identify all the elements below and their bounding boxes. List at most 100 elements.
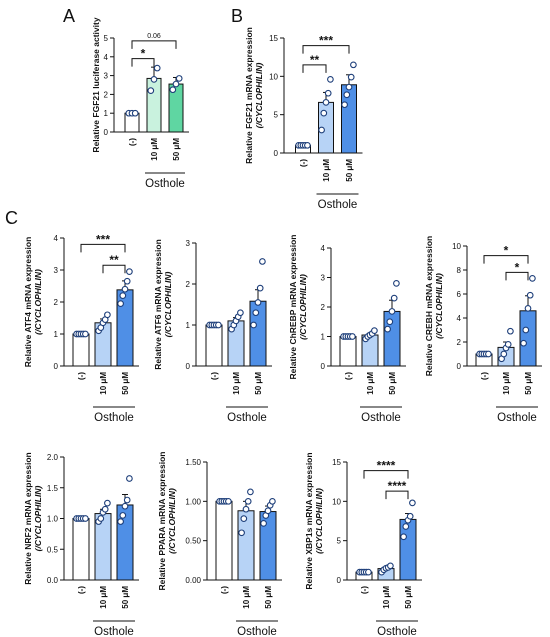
group-label-osthole: Osthole xyxy=(94,412,134,424)
x-tick-label: 50 μM xyxy=(172,138,181,161)
y-tick-label: 3 xyxy=(321,274,326,283)
data-point xyxy=(349,333,356,340)
x-tick-label: (-) xyxy=(77,586,86,594)
significance-label: **** xyxy=(377,459,396,473)
group-label-osthole: Osthole xyxy=(227,412,267,424)
significance-label: ** xyxy=(310,53,320,67)
y-tick-label: 1.00 xyxy=(185,497,201,506)
y-axis-title: Relative XBP1s mRNA expression xyxy=(304,452,314,589)
y-axis-title: Relative ATF6 mRNA expression xyxy=(153,239,163,370)
data-point xyxy=(121,502,129,510)
data-point xyxy=(400,533,407,541)
y-tick-label: 3 xyxy=(54,266,59,275)
bar xyxy=(146,77,162,133)
chart-c-nrf2: 0.0 0.5 1.0 1.5 2.0 Relative NRF2 mRNA expres… xyxy=(23,452,139,637)
y-axis-title: Relative CREBH mRNA expression xyxy=(424,236,434,376)
y-axis-title-normalizer: (/CYCLOPHILIN) xyxy=(33,269,43,335)
y-tick-label: 0 xyxy=(54,362,59,371)
y-tick-label: 1 xyxy=(186,321,191,330)
y-axis-title: Relative ChREBP mRNA expression xyxy=(288,234,298,379)
significance-bracket xyxy=(131,58,155,67)
panel-label-C: C xyxy=(5,208,18,228)
x-tick-label: 50 μM xyxy=(264,586,273,609)
y-tick-label: 0 xyxy=(274,149,279,158)
x-tick-label: (-) xyxy=(128,138,137,146)
data-point xyxy=(365,568,372,576)
group-label-osthole: Osthole xyxy=(94,626,134,637)
data-point xyxy=(82,330,89,338)
y-tick-label: 0 xyxy=(457,362,462,371)
data-point xyxy=(119,292,127,299)
x-tick-label: (-) xyxy=(210,372,219,380)
y-tick-label: 1 xyxy=(54,330,59,339)
y-tick-label: 0.50 xyxy=(185,537,201,546)
x-tick-label: 10 μM xyxy=(232,372,241,395)
significance-bracket xyxy=(505,271,529,281)
significance-label: 0.06 xyxy=(147,33,161,40)
y-tick-label: 1.5 xyxy=(47,484,59,493)
data-point xyxy=(269,497,276,505)
data-point xyxy=(322,99,330,106)
y-tick-label: 10 xyxy=(332,497,341,506)
significance-label: * xyxy=(515,260,520,274)
data-point xyxy=(350,61,357,69)
data-point xyxy=(386,318,394,326)
y-tick-label: 2 xyxy=(321,303,326,312)
x-tick-label: 10 μM xyxy=(99,586,108,609)
chart-c-crebh: 0 2 4 6 8 10 Relative CREBH mRNA expression (/C… xyxy=(424,236,542,424)
data-point xyxy=(388,308,396,315)
y-tick-label: 10 xyxy=(269,72,278,81)
bar xyxy=(215,500,233,581)
data-point xyxy=(526,291,534,299)
data-point xyxy=(250,321,257,329)
data-point xyxy=(264,507,272,515)
panel-label-A: A xyxy=(63,6,75,26)
data-point xyxy=(215,321,222,329)
x-tick-label: 10 μM xyxy=(150,138,159,161)
x-tick-label: (-) xyxy=(480,372,489,380)
x-tick-label: 50 μM xyxy=(254,372,263,395)
x-tick-label: 50 μM xyxy=(121,372,130,395)
data-point xyxy=(82,515,89,522)
y-axis-title-normalizer: (/CYCLOPHILIN) xyxy=(434,273,444,339)
significance-label: *** xyxy=(319,34,333,48)
y-tick-label: 2 xyxy=(186,280,191,289)
data-point xyxy=(252,309,260,317)
data-point xyxy=(123,496,131,504)
group-label-osthole: Osthole xyxy=(145,178,185,190)
data-point xyxy=(242,505,250,513)
data-point xyxy=(259,258,266,265)
data-point xyxy=(175,75,183,82)
data-point xyxy=(123,277,131,285)
data-point xyxy=(522,326,530,334)
x-tick-label: 10 μM xyxy=(242,586,251,609)
y-tick-label: 4 xyxy=(104,53,109,62)
x-tick-label: (-) xyxy=(299,159,308,167)
data-point xyxy=(324,89,332,97)
x-tick-label: 50 μM xyxy=(121,586,130,609)
data-point xyxy=(345,83,353,91)
y-axis-title-normalizer: (/CYCLOPHILIN) xyxy=(298,274,308,340)
significance-label: * xyxy=(141,47,146,61)
y-tick-label: 1.50 xyxy=(185,458,201,467)
bar xyxy=(519,310,537,367)
significance-label: **** xyxy=(388,479,407,493)
data-point xyxy=(238,529,245,537)
chart-c-atf6: 0 1 2 3 Relative ATF6 mRNA expression (/CYCLO… xyxy=(153,239,272,424)
data-point xyxy=(117,300,124,307)
chart-c-atf4: 0 1 2 3 4 Relative ATF4 mRNA expression (/CYCL… xyxy=(23,232,139,424)
y-tick-label: 0 xyxy=(321,362,326,371)
group-label-osthole: Osthole xyxy=(361,412,401,424)
y-tick-label: 8 xyxy=(457,266,462,275)
y-tick-label: 0 xyxy=(337,576,342,585)
data-point xyxy=(237,309,244,317)
chart-c-xbp1s: 0 5 10 15 Relative XBP1s mRNA expression (/CY… xyxy=(304,452,422,637)
y-axis-title: Relative ATF4 mRNA expression xyxy=(23,237,33,368)
bar xyxy=(72,518,90,581)
y-tick-label: 3 xyxy=(186,239,191,248)
x-tick-label: 10 μM xyxy=(382,586,391,609)
data-point xyxy=(393,280,400,287)
data-point xyxy=(402,523,410,530)
data-point xyxy=(504,341,512,348)
